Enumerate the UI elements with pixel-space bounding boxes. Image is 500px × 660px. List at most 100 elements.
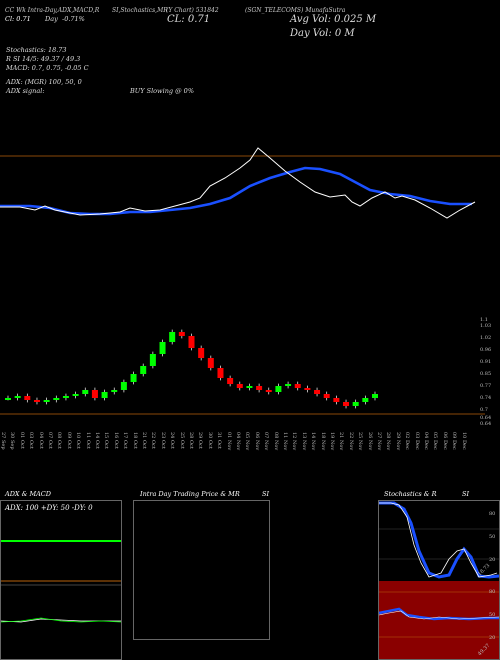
date-label: 18 Nov — [319, 432, 326, 451]
header-day-change: -0.71% — [62, 15, 85, 23]
date-label: 26 Nov — [366, 432, 373, 451]
date-label: 03 Oct — [28, 432, 35, 449]
date-label: 06 Dec — [441, 432, 448, 450]
candle — [217, 368, 224, 378]
candle — [111, 390, 118, 392]
header-title-right: (SGN_TELECOMS) MunafaSutra — [245, 7, 346, 14]
date-label: 11 Oct — [84, 432, 91, 449]
date-label: 14 Nov — [310, 432, 317, 451]
candle — [236, 384, 243, 388]
header-day-vol: Day Vol: 0 M — [290, 28, 355, 39]
date-label: 01 Oct — [18, 432, 25, 449]
candle — [82, 390, 89, 394]
date-label: 08 Oct — [56, 432, 63, 449]
candle — [323, 394, 330, 398]
rsi-tick: 20 — [489, 635, 496, 641]
adx-macd-title: ADX & MACD — [5, 490, 51, 498]
date-label: 15 Oct — [103, 432, 110, 449]
stoch-panel: 80 50 20 80 50 20 18.73 49.37 — [378, 500, 500, 660]
date-label: 10 Oct — [75, 432, 82, 449]
candle — [343, 402, 350, 406]
stoch-blue-line — [379, 501, 499, 579]
candle — [149, 354, 156, 366]
candle — [91, 390, 98, 398]
date-label: 29 Oct — [197, 432, 204, 449]
indicator-buy-signal: BUY Slowing @ 0% — [130, 87, 194, 95]
adx-macd-chart — [1, 540, 121, 623]
date-label: 01 Nov — [225, 432, 232, 451]
price-tick: 0.85 — [480, 371, 492, 377]
date-label: 31 Oct — [216, 432, 223, 449]
date-label: 10 Dec — [460, 432, 467, 450]
candle — [62, 396, 69, 398]
date-label: 17 Oct — [122, 432, 129, 449]
rsi-tick: 80 — [489, 589, 496, 595]
date-label: 30 Sep — [9, 432, 16, 450]
date-label: 28 Oct — [188, 432, 194, 449]
header-close-small: Cl: 0.71 — [5, 15, 31, 23]
date-label: 29 Nov — [394, 432, 401, 451]
candle — [372, 394, 378, 398]
date-label: 25 Oct — [178, 432, 185, 449]
date-label: 09 Dec — [451, 432, 458, 450]
header-day-label: Day — [45, 15, 58, 23]
indicator-macd: MACD: 0.7, 0.75, -0.05 C — [6, 64, 89, 72]
date-label: 30 Oct — [206, 432, 213, 449]
price-tick: 0.96 — [480, 347, 492, 353]
adx-macd-panel: ADX: 100 +DY: 50 -DY: 0 — [0, 500, 122, 660]
stoch-tick: 20 — [489, 557, 496, 563]
candle — [256, 386, 263, 390]
candle — [314, 390, 321, 394]
candle — [130, 374, 137, 382]
indicator-adx-signal: ADX signal: — [6, 87, 45, 95]
date-label: 21 Oct — [141, 432, 147, 449]
candle — [53, 398, 60, 400]
candle — [352, 402, 359, 406]
price-tick: 0.64 — [480, 415, 492, 421]
price-tick: 0.77 — [480, 383, 492, 389]
candle — [169, 332, 176, 342]
date-label: 11 Nov — [282, 432, 288, 451]
stoch-chart — [379, 501, 499, 659]
date-label: 08 Nov — [272, 432, 279, 451]
candle — [178, 332, 185, 336]
candle — [72, 394, 79, 396]
candle — [275, 386, 282, 392]
price-tick: 1.03 — [480, 323, 492, 329]
candle — [294, 384, 301, 388]
date-label: 12 Nov — [291, 432, 298, 451]
date-label: 25 Nov — [357, 432, 364, 451]
stoch-si: SI — [462, 490, 470, 498]
date-label: 07 Nov — [263, 432, 270, 451]
header-close-big: CL: 0.71 — [167, 14, 211, 25]
date-label: 07 Oct — [47, 432, 53, 449]
stoch-white-line — [379, 502, 498, 578]
stoch-title: Stochastics & R — [384, 490, 437, 498]
date-label: 24 Oct — [169, 432, 176, 449]
header-title-mid2: (Y Chart) 531842 — [166, 7, 219, 14]
date-label: 09 Oct — [65, 432, 72, 449]
date-axis: 27 Sep 30 Sep 01 Oct 03 Oct 04 Oct 07 Oct 08 O… — [0, 432, 480, 482]
date-label: 04 Nov — [235, 432, 241, 451]
rsi-background — [379, 581, 499, 659]
price-tick: 0.64 — [480, 421, 492, 427]
candle — [188, 336, 195, 348]
candle — [333, 398, 340, 402]
price-tick: 0.91 — [480, 359, 492, 365]
date-label: 04 Dec — [423, 432, 429, 450]
indicator-stochastics: Stochastics: 18.73 — [6, 46, 67, 54]
macd-line — [1, 618, 121, 623]
candle — [24, 396, 31, 400]
rsi-tick: 50 — [489, 612, 496, 618]
indicator-rsi: R SI 14/5: 49.37 / 49.3 — [6, 55, 81, 63]
oscillator-chart — [0, 147, 500, 219]
candle — [362, 398, 369, 402]
candlestick-chart — [0, 329, 485, 415]
white-price-line — [0, 147, 476, 219]
candle — [265, 390, 272, 392]
candle — [159, 342, 166, 354]
date-label: 04 Oct — [37, 432, 44, 449]
stoch-tick: 80 — [489, 511, 496, 517]
date-label: 03 Dec — [413, 432, 420, 450]
candle — [101, 392, 108, 398]
